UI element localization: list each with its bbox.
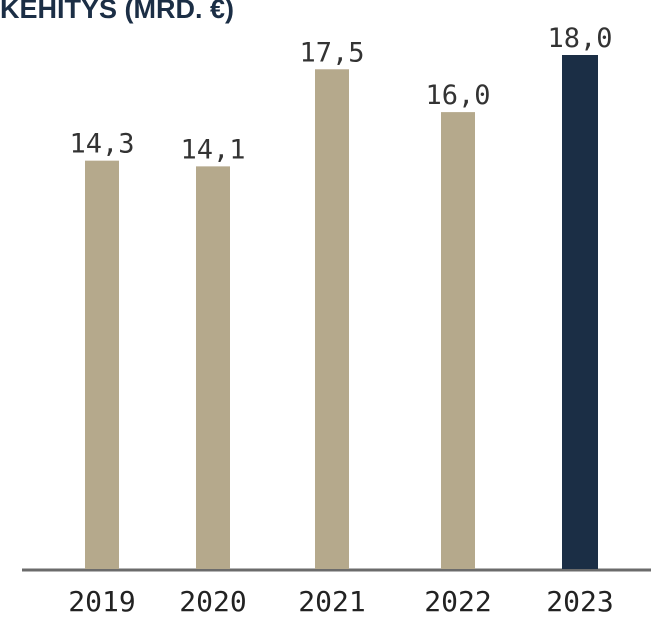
value-label: 16,0 [425, 80, 490, 111]
value-label: 14,1 [180, 134, 245, 165]
x-tick-label: 2020 [179, 585, 246, 618]
bar [196, 166, 230, 569]
value-label: 18,0 [547, 23, 612, 54]
value-label: 17,5 [299, 37, 364, 68]
bar [441, 112, 475, 569]
bar [315, 69, 349, 570]
x-tick-label: 2022 [424, 585, 491, 618]
value-label: 14,3 [69, 129, 134, 160]
chart-title: KEHITYS (MRD. €) [0, 0, 234, 24]
bar [85, 160, 119, 569]
x-tick-label: 2019 [68, 585, 135, 618]
x-tick-label: 2023 [546, 585, 613, 618]
bar [562, 55, 598, 569]
x-tick-label: 2021 [298, 585, 365, 618]
